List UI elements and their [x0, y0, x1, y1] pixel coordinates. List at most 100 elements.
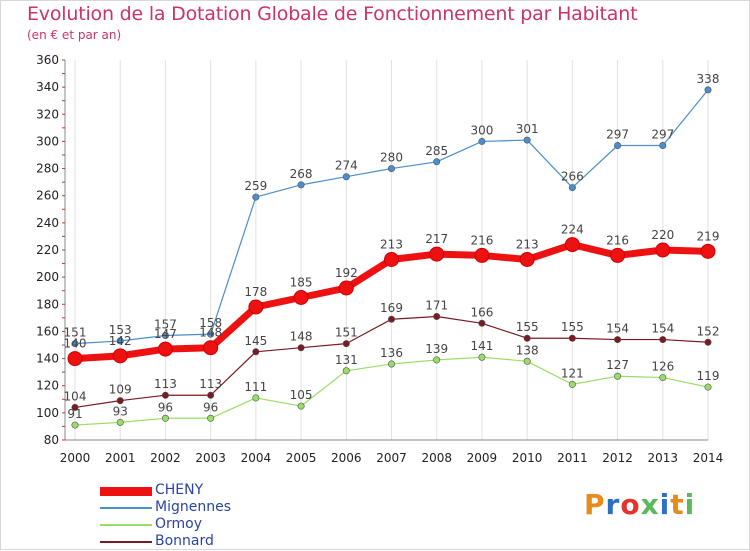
legend-swatch [100, 486, 152, 496]
data-label: 155 [516, 320, 539, 334]
data-point [700, 243, 716, 259]
data-label: 259 [244, 179, 267, 193]
data-point [207, 391, 215, 399]
data-label: 224 [561, 223, 584, 237]
data-point [248, 299, 264, 315]
data-label: 148 [290, 330, 313, 344]
y-tick-label: 180 [36, 297, 59, 311]
data-label: 96 [203, 400, 218, 414]
x-tick-label: 2011 [557, 451, 588, 465]
data-label: 154 [606, 322, 629, 336]
data-label: 155 [561, 320, 584, 334]
data-point [387, 165, 395, 173]
data-point [433, 356, 441, 364]
data-label: 301 [516, 122, 539, 136]
y-tick-label: 220 [36, 243, 59, 257]
data-point [161, 391, 169, 399]
y-tick-label: 140 [36, 352, 59, 366]
y-tick-label: 360 [36, 53, 59, 67]
data-label: 285 [425, 144, 448, 158]
data-label: 104 [64, 389, 87, 403]
data-point [342, 173, 350, 181]
data-label: 151 [335, 326, 358, 340]
legend-label: Bonnard [155, 533, 214, 549]
x-tick-label: 2005 [286, 451, 317, 465]
data-label: 93 [113, 404, 128, 418]
data-label: 96 [158, 400, 173, 414]
y-tick-label: 300 [36, 134, 59, 148]
y-tick-label: 260 [36, 189, 59, 203]
data-label: 127 [606, 358, 629, 372]
data-point [71, 340, 79, 348]
data-point [207, 414, 215, 422]
y-tick-label: 200 [36, 270, 59, 284]
data-point [297, 402, 305, 410]
data-point [474, 247, 490, 263]
data-label: 141 [470, 339, 493, 353]
data-point [252, 394, 260, 402]
y-tick-label: 320 [36, 107, 59, 121]
data-point [67, 351, 83, 367]
legend-label: Mignennes [155, 499, 231, 515]
y-tick-label: 340 [36, 80, 59, 94]
data-point [568, 380, 576, 388]
data-point [252, 348, 260, 356]
data-point [704, 338, 712, 346]
y-tick-label: 120 [36, 379, 59, 393]
data-label: 178 [244, 285, 267, 299]
x-tick-label: 2003 [195, 451, 226, 465]
data-point [564, 237, 580, 253]
series-ormoy: 91 93 96 96 111 105 131 136 139 141 138 121 127 126 11… [67, 339, 720, 429]
data-point [523, 357, 531, 365]
data-point [112, 348, 128, 364]
data-label: 91 [67, 407, 82, 421]
data-point [161, 331, 169, 339]
data-label: 216 [606, 233, 629, 247]
y-tick-label: 280 [36, 162, 59, 176]
legend-item-cheny: CHENY [100, 482, 340, 500]
data-point [116, 397, 124, 405]
legend-item-bonnard: Bonnard [100, 533, 340, 551]
data-label: 217 [425, 232, 448, 246]
data-point [293, 290, 309, 305]
data-point [478, 353, 486, 361]
data-label: 158 [199, 316, 222, 330]
x-tick-label: 2004 [241, 451, 272, 465]
data-point [659, 336, 667, 344]
data-label: 338 [697, 72, 720, 86]
y-tick-label: 160 [36, 324, 59, 338]
data-point [568, 334, 576, 342]
data-label: 131 [335, 353, 358, 367]
data-point [433, 312, 441, 320]
x-tick-label: 2002 [150, 451, 181, 465]
data-label: 154 [651, 322, 674, 336]
proxiti-logo: Proxiti [584, 488, 696, 521]
x-tick-label: 2006 [331, 451, 362, 465]
x-tick-label: 2012 [602, 451, 633, 465]
y-tick-label: 80 [44, 433, 59, 447]
data-point [433, 158, 441, 166]
data-point [116, 418, 124, 426]
data-label: 119 [697, 369, 720, 383]
data-label: 213 [380, 238, 403, 252]
data-point [384, 252, 399, 267]
data-point [610, 247, 626, 263]
data-point [614, 336, 622, 344]
data-label: 140 [64, 337, 87, 351]
data-label: 152 [697, 324, 720, 338]
x-tick-label: 2007 [376, 451, 407, 465]
data-point [523, 136, 531, 144]
data-point [614, 372, 622, 380]
data-point [207, 330, 215, 338]
data-point [659, 374, 667, 382]
data-label: 147 [154, 327, 177, 341]
data-point [342, 367, 350, 375]
data-label: 300 [470, 123, 493, 137]
data-label: 192 [335, 266, 358, 280]
chart-subtitle: (en € et par an) [27, 28, 122, 42]
data-label: 185 [290, 276, 313, 290]
legend-swatch [100, 524, 152, 526]
legend-item-ormoy: Ormoy [100, 516, 340, 534]
x-tick-label: 2008 [421, 451, 452, 465]
